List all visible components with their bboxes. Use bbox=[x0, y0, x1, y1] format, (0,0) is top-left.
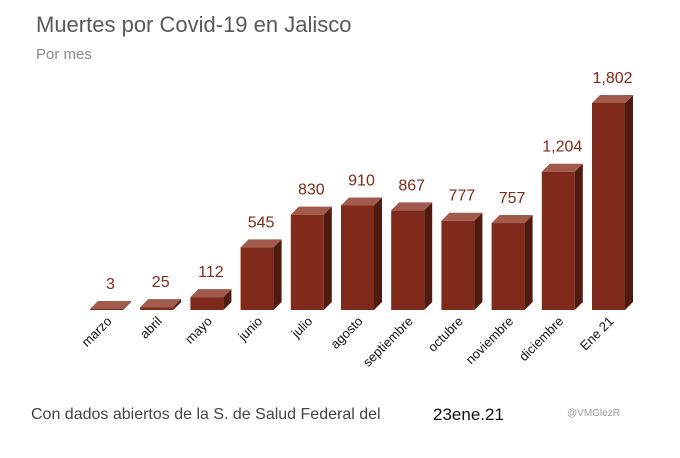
bar-top bbox=[391, 202, 433, 211]
x-tick-label: julio bbox=[288, 314, 316, 342]
data-label: 830 bbox=[298, 182, 325, 199]
bar-top bbox=[541, 163, 583, 172]
bar-side bbox=[625, 95, 633, 310]
bar-top bbox=[592, 95, 633, 103]
bar-side bbox=[173, 299, 182, 310]
data-date: 23ene.21 bbox=[433, 405, 504, 424]
x-tick-label: mayo bbox=[182, 314, 215, 347]
bar-top bbox=[491, 215, 533, 224]
bar bbox=[391, 210, 425, 310]
x-tick-label: octubre bbox=[425, 314, 466, 355]
data-label: 757 bbox=[499, 190, 526, 207]
data-label: 1,802 bbox=[592, 70, 632, 87]
bar-side bbox=[474, 212, 483, 310]
bar bbox=[341, 205, 374, 310]
x-tick-label: Ene 21 bbox=[577, 314, 617, 354]
bar-top bbox=[90, 301, 131, 309]
bar-top bbox=[441, 212, 483, 221]
bar-side bbox=[123, 301, 131, 310]
data-label: 545 bbox=[248, 214, 275, 231]
bar bbox=[190, 297, 224, 310]
x-tick-label: junio bbox=[234, 314, 265, 345]
bar-top bbox=[140, 299, 182, 308]
bar-chart: 3 marzo 25 abril 112 mayo 545 junio 830 julio 910 a… bbox=[78, 70, 633, 370]
bar bbox=[140, 307, 174, 310]
x-tick-label: agosto bbox=[327, 314, 365, 352]
bar-top bbox=[341, 197, 382, 206]
data-label: 867 bbox=[398, 177, 425, 194]
chart-title: Muertes por Covid-19 en Jalisco bbox=[36, 12, 352, 37]
bar bbox=[441, 220, 475, 310]
bar bbox=[290, 214, 324, 310]
x-tick-label: septiembre bbox=[360, 314, 416, 370]
bar-side bbox=[524, 215, 533, 310]
source-note: Con dados abiertos de la S. de Salud Fed… bbox=[31, 406, 381, 423]
x-tick-label: abril bbox=[137, 313, 165, 341]
x-tick-label: marzo bbox=[78, 314, 114, 350]
x-tick-label: noviembre bbox=[463, 314, 517, 368]
bar bbox=[90, 309, 123, 310]
data-label: 112 bbox=[198, 264, 224, 281]
bar-side bbox=[323, 206, 332, 310]
author-handle: @VMGlezR bbox=[567, 408, 620, 419]
bar-top bbox=[240, 239, 282, 248]
bar-top bbox=[290, 206, 332, 215]
bar-side bbox=[273, 239, 282, 310]
data-label: 3 bbox=[106, 276, 115, 293]
data-label: 1,204 bbox=[542, 139, 582, 156]
x-tick-label: diciembre bbox=[516, 314, 566, 364]
data-label: 777 bbox=[449, 188, 476, 205]
bar bbox=[240, 247, 274, 310]
bar-top bbox=[190, 289, 232, 298]
data-label: 910 bbox=[348, 172, 375, 189]
bar bbox=[541, 171, 575, 310]
bar-side bbox=[574, 163, 583, 310]
chart-subtitle: Por mes bbox=[36, 46, 92, 63]
data-label: 25 bbox=[152, 274, 170, 291]
bar bbox=[491, 223, 525, 310]
bar-side bbox=[424, 202, 433, 310]
bar-side bbox=[374, 197, 382, 310]
bar-side bbox=[223, 289, 232, 310]
bar bbox=[592, 103, 625, 310]
